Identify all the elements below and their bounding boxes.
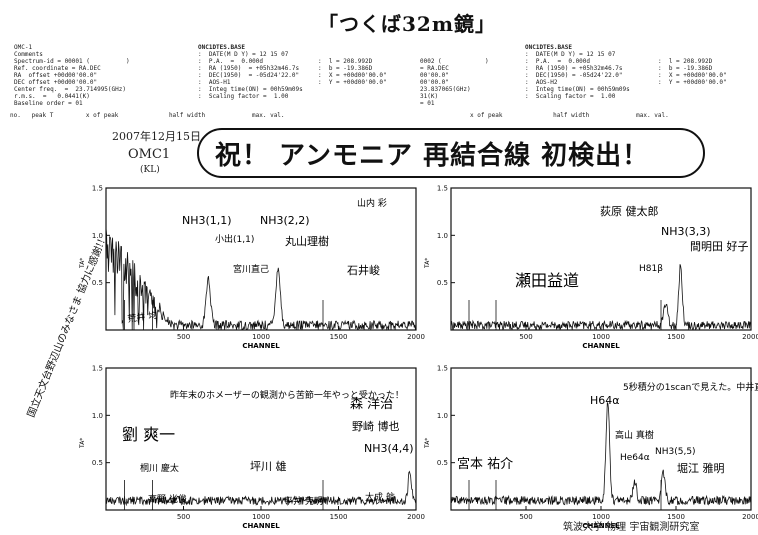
annotation-h64a: H64α: [590, 394, 620, 407]
side-note: 国立天文台野辺山のみなさま 協力に感謝!!: [26, 237, 108, 420]
annotation-nh3-44: NH3(4,4): [364, 442, 414, 455]
annotation-mamyoda: 間明田 好子: [690, 239, 749, 253]
header-col-labels-right: x of peak half width max. val.: [470, 112, 669, 119]
y-tick-label: 1.0: [437, 412, 448, 420]
spectrum-panel-2: 500 1000 1500 2000 0.5 1.0 1.5 CHANNEL TA* 荻原 …: [424, 185, 758, 351]
y-tick-label: 0.5: [92, 279, 103, 287]
annotation-ogiwara: 荻原 健太郎: [600, 204, 659, 218]
footer-note: 筑波大学 物理 宇宙観測研究室: [563, 522, 700, 533]
x-tick-label: 500: [177, 333, 190, 341]
y-tick-label: 1.0: [92, 412, 103, 420]
y-tick-label: 0.5: [92, 459, 103, 467]
header-left-block: OMC-1 Comments Spectrum-id = 00001 ( ) R…: [14, 44, 130, 107]
header-mid-block: : DATE(M D Y) = 12 15 07 : P.A. = 0.000d…: [198, 51, 303, 100]
annotation-kirikawa: 桐川 慶太: [140, 462, 179, 474]
header-col-labels-left: no. peak T x of peak half width max. val…: [10, 112, 285, 119]
x-tick-label: 2000: [742, 513, 758, 521]
y-tick-label: 1.5: [92, 365, 103, 373]
y-axis-label: TA*: [79, 438, 86, 449]
page-title: 「つくば32m鏡」: [318, 12, 496, 36]
x-tick-label: 2000: [742, 333, 758, 341]
annotation-nozaki: 野崎 博也: [352, 419, 400, 433]
spectrum-line: [450, 402, 752, 506]
source-note: OMC1: [128, 147, 171, 162]
annotation-nh3-33: NH3(3,3): [661, 225, 711, 238]
y-axis-label: TA*: [424, 438, 431, 449]
x-axis-label: CHANNEL: [582, 342, 620, 350]
annotation-ryu: 劉 爽一: [122, 425, 175, 444]
x-tick-label: 500: [519, 513, 532, 521]
spectrum-panel-3: 500 1000 1500 2000 0.5 1.0 1.5 CHANNEL TA* 昨年末…: [79, 365, 425, 531]
x-tick-label: 2000: [407, 513, 425, 521]
annotation-message-text: 昨年末のホメーザーの観測から苦節一年やっと受かった！: [170, 389, 404, 401]
annotation-hirai: 平井 克明: [284, 495, 323, 507]
y-axis-label: TA*: [79, 258, 86, 269]
annotation-nh3-55: NH3(5,5): [655, 447, 696, 457]
headline: 祝！ アンモニア 再結合線 初検出！: [215, 141, 650, 171]
header-right-title: ONC1DTES.BASE: [525, 44, 572, 51]
y-tick-label: 1.5: [92, 185, 103, 193]
x-tick-label: 1500: [330, 513, 348, 521]
header-mid-block2: : l = 208.992D : b = -19.386D : X = +00d…: [318, 58, 387, 86]
annotation-takano: 高野 光俊: [148, 493, 187, 505]
y-tick-label: 1.5: [437, 365, 448, 373]
y-tick-label: 1.0: [437, 232, 448, 240]
annotation-horie: 堀江 雅明: [677, 461, 725, 475]
y-tick-label: 1.0: [92, 232, 103, 240]
x-axis-label: CHANNEL: [242, 342, 280, 350]
annotation-h81b: H81β: [639, 264, 663, 274]
header-right-block: : DATE(M D Y) = 12 15 07 : P.A. = 0.000d…: [525, 51, 630, 100]
annotation-seta: 瀬田益道: [515, 271, 579, 290]
annotation-miyakawa: 宮川直己: [233, 263, 269, 275]
annotation-maruyama: 丸山理樹: [285, 235, 329, 248]
annotation-tsubokawa: 坪川 雄: [250, 459, 287, 473]
x-tick-label: 2000: [407, 333, 425, 341]
annotation-nakai: 5秒積分の1scanで見えた。中井直正: [623, 381, 758, 393]
x-axis-label: CHANNEL: [242, 522, 280, 530]
spectrum-panel-1: 500 1000 1500 2000 0.5 1.0 1.5 CHANNEL TA* NH3…: [79, 185, 425, 351]
annotation-yamauchi: 山内 彩: [357, 197, 387, 209]
x-tick-label: 1500: [667, 333, 685, 341]
y-tick-label: 1.5: [437, 185, 448, 193]
annotation-he64a: He64α: [620, 453, 650, 463]
annotation-ishii: 石井峻: [347, 263, 380, 277]
annotation-mori: 森 洋治: [350, 397, 393, 412]
headline-oval: [197, 128, 705, 178]
x-tick-label: 1500: [667, 513, 685, 521]
x-tick-label: 1000: [592, 333, 610, 341]
x-tick-label: 1000: [252, 333, 270, 341]
x-axis-label: CHANNEL: [582, 522, 620, 530]
spectrum-line: [450, 264, 752, 331]
annotation-arai: 荒井 均: [127, 309, 158, 325]
annotation-takayama: 高山 真樹: [615, 429, 654, 441]
spectrum-panel-4: 500 1000 1500 2000 0.5 1.0 1.5 CHANNEL TA* H64…: [424, 365, 758, 531]
x-tick-label: 500: [177, 513, 190, 521]
x-tick-label: 1500: [330, 333, 348, 341]
y-tick-label: 0.5: [437, 459, 448, 467]
x-tick-label: 1000: [252, 513, 270, 521]
x-tick-label: 500: [519, 333, 532, 341]
annotation-nh3-11: NH3(1,1): [182, 214, 232, 227]
annotation-miyamoto: 宮本 祐介: [457, 456, 513, 472]
date-note: 2007年12月15日: [112, 130, 201, 143]
header-right-id: 0002 ( ) = RA.DEC 00'00.0" 00'00.0" 23.8…: [420, 58, 489, 107]
source-sub-note: (KL): [140, 165, 160, 175]
y-axis-label: TA*: [424, 258, 431, 269]
annotation-nh3-22: NH3(2,2): [260, 214, 310, 227]
y-tick-label: 0.5: [437, 279, 448, 287]
spectrum-line: [105, 470, 417, 507]
header-right-block2: : l = 208.992D : b = -19.386D : X = +00d…: [658, 58, 727, 86]
annotation-message: 昨年末のホメーザーの観測から苦節一年やっと受かった！: [170, 389, 404, 401]
x-tick-label: 1000: [592, 513, 610, 521]
header-mid-title: ONC1DTES.BASE: [198, 44, 245, 51]
spectrum-line: [105, 228, 417, 331]
annotation-taisei: 大成 航: [365, 491, 395, 503]
annotation-koide: 小出(1,1): [215, 233, 254, 245]
